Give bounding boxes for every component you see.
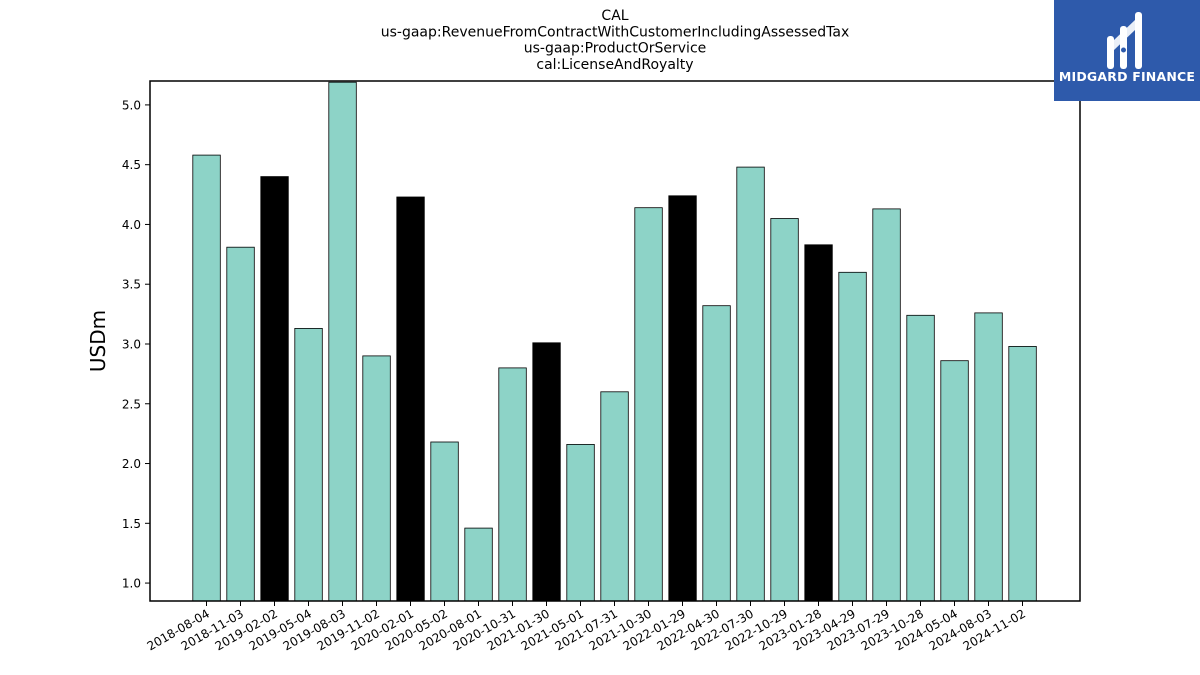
chart-title-line: CAL	[601, 8, 628, 24]
bar-2020-10-31	[498, 367, 527, 602]
bar-2020-02-01	[396, 196, 425, 602]
bar-2023-01-28	[804, 244, 833, 602]
x-axis: 2018-08-042018-11-032019-02-022019-05-04…	[145, 601, 1028, 653]
y-tick-label: 4.5	[122, 158, 141, 172]
brand-logo: MIDGARD FINANCE	[1054, 0, 1200, 101]
bar-2022-10-29	[770, 218, 799, 602]
midgard-logo-icon	[1107, 12, 1142, 69]
bars-group	[192, 81, 1037, 602]
y-tick-label: 5.0	[122, 98, 141, 112]
bar-2023-10-28	[906, 314, 935, 602]
bar-2019-02-02	[260, 176, 289, 602]
y-axis: 1.0 1.5 2.0 2.5 3.0 3.5 4.0 4.5 5.0	[122, 98, 150, 591]
bar-2018-11-03	[226, 246, 255, 602]
y-tick-label: 3.0	[122, 337, 141, 351]
bar-2023-04-29	[838, 271, 867, 602]
y-tick-label: 2.5	[122, 397, 141, 411]
y-axis-label: USDm	[86, 310, 110, 372]
bar-2020-08-01	[464, 527, 493, 602]
y-tick-label: 4.0	[122, 218, 141, 232]
bar-2022-01-29	[668, 195, 697, 602]
bar-2021-01-30	[532, 342, 561, 602]
chart-title-line: cal:LicenseAndRoyalty	[536, 57, 693, 73]
bar-2021-07-31	[600, 391, 629, 602]
bar-2024-11-02	[1008, 345, 1037, 602]
bar-2024-05-04	[940, 360, 969, 602]
bar-2019-11-02	[362, 355, 391, 602]
bar-2019-08-03	[328, 81, 357, 602]
plot-frame	[149, 80, 1081, 602]
bar-2022-04-30	[702, 305, 731, 602]
y-tick-label: 1.0	[122, 577, 141, 591]
bar-2023-07-29	[872, 208, 901, 602]
y-tick-label: 3.5	[122, 278, 141, 292]
bar-2022-07-30	[736, 166, 765, 602]
chart-title-line: us-gaap:RevenueFromContractWithCustomerI…	[381, 24, 850, 40]
bar-2018-08-04	[192, 154, 221, 602]
chart-title-line: us-gaap:ProductOrService	[524, 41, 707, 57]
brand-name: MIDGARD FINANCE	[1058, 69, 1196, 84]
bar-2020-05-02	[430, 441, 459, 602]
bar-2021-05-01	[566, 443, 595, 602]
bar-2024-08-03	[974, 312, 1003, 602]
y-tick-label: 2.0	[122, 457, 141, 471]
bar-2019-05-04	[294, 327, 323, 602]
bar-2021-10-30	[634, 207, 663, 602]
chart-title: CALus-gaap:RevenueFromContractWithCustom…	[381, 8, 850, 73]
y-tick-label: 1.5	[122, 517, 141, 531]
